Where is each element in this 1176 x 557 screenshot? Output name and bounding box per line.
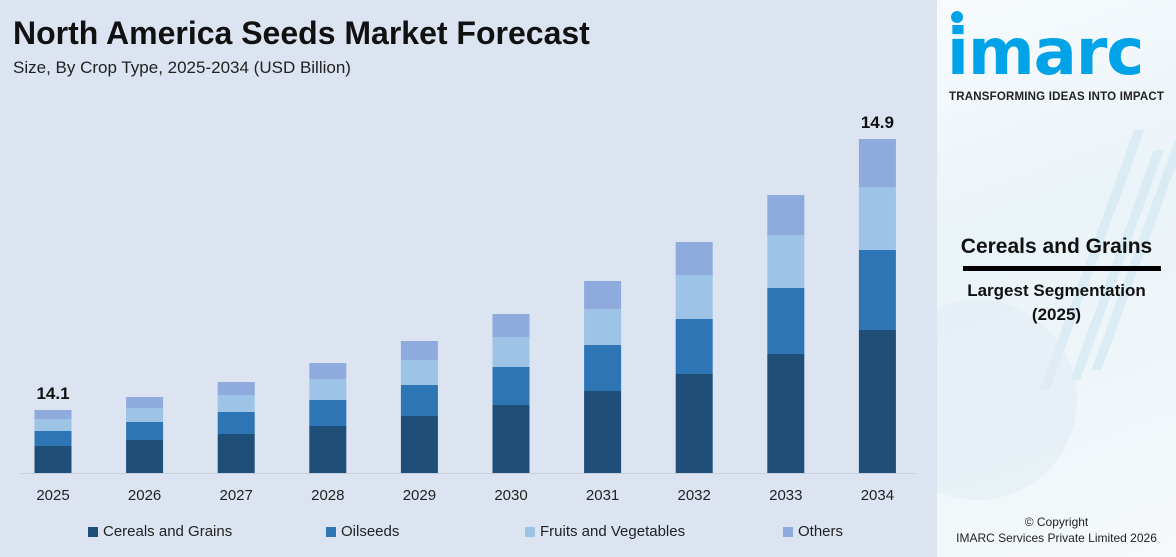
copyright-symbol: © Copyright <box>1024 515 1089 529</box>
bar-segment-others-2027 <box>217 382 255 395</box>
x-tick-label: 2031 <box>586 487 619 504</box>
bar-segment-fruits-and-vegetables-2032 <box>675 275 713 319</box>
bar-segment-others-2031 <box>584 281 622 309</box>
legend-swatch <box>783 526 793 537</box>
legend-label: Fruits and Vegetables <box>540 523 686 540</box>
legend-swatch <box>326 526 336 537</box>
bar-segment-others-2028 <box>309 363 347 379</box>
bar-segment-cereals-and-grains-2027 <box>217 434 255 473</box>
bar-segment-others-2033 <box>767 195 805 235</box>
bar-segment-others-2030 <box>492 314 530 337</box>
segment-year: (2025) <box>1031 305 1082 324</box>
chart-panel: North America Seeds Market Forecast Size… <box>13 15 915 540</box>
x-tick-label: 2026 <box>128 487 161 504</box>
bar-segment-fruits-and-vegetables-2028 <box>309 379 347 400</box>
bar-segment-fruits-and-vegetables-2030 <box>492 337 530 367</box>
bar-segment-others-2034 <box>858 139 896 187</box>
bar-segment-oilseeds-2026 <box>126 422 164 440</box>
bar-segment-cereals-and-grains-2034 <box>858 330 896 473</box>
bar-segment-oilseeds-2032 <box>675 319 713 374</box>
bar-segment-cereals-and-grains-2033 <box>767 354 805 473</box>
info-panel: imarc TRANSFORMING IDEAS INTO IMPACT Cer… <box>937 0 1176 557</box>
bar-segment-cereals-and-grains-2028 <box>309 426 347 473</box>
chart-title: North America Seeds Market Forecast <box>13 15 590 51</box>
legend-item: Fruits and Vegetables <box>525 523 783 540</box>
legend: Cereals and Grains Oilseeds Fruits and Veg… <box>88 523 903 540</box>
bar-segment-others-2026 <box>126 397 164 408</box>
chart-subtitle: Size, By Crop Type, 2025-2034 (USD Billi… <box>13 58 351 77</box>
bar-segment-oilseeds-2034 <box>858 250 896 330</box>
bar-segment-cereals-and-grains-2029 <box>400 416 438 473</box>
bar-segment-cereals-and-grains-2026 <box>126 440 164 473</box>
bar-segment-oilseeds-2025 <box>34 431 72 446</box>
bar-segment-oilseeds-2033 <box>767 288 805 354</box>
x-tick-label: 2028 <box>311 487 344 504</box>
divider <box>963 266 1161 271</box>
data-label-2034: 14.9 <box>861 113 894 132</box>
x-tick-label: 2034 <box>861 487 894 504</box>
bar-segment-oilseeds-2027 <box>217 412 255 434</box>
legend-label: Oilseeds <box>341 523 400 540</box>
x-tick-label: 2029 <box>403 487 436 504</box>
bar-segment-others-2029 <box>400 341 438 360</box>
logo-dot <box>951 11 963 23</box>
bar-segment-fruits-and-vegetables-2026 <box>126 408 164 422</box>
legend-swatch <box>525 526 535 537</box>
bar-segment-fruits-and-vegetables-2029 <box>400 360 438 385</box>
bar-segment-others-2032 <box>675 242 713 275</box>
copyright: © Copyright IMARC Services Private Limit… <box>937 514 1176 546</box>
x-tick-label: 2033 <box>769 487 802 504</box>
legend-swatch <box>88 526 98 537</box>
legend-item: Others <box>783 523 903 540</box>
largest-segment-name: Cereals and Grains <box>960 235 1153 258</box>
x-tick-label: 2030 <box>494 487 527 504</box>
bar-segment-fruits-and-vegetables-2027 <box>217 395 255 412</box>
stacked-bar-chart: 2025 14.1 2026 2027 2028 2029 2030 2031 2032 2033… <box>20 113 915 504</box>
bar-segment-cereals-and-grains-2031 <box>584 391 622 473</box>
logo-tagline: TRANSFORMING IDEAS INTO IMPACT <box>949 91 1165 103</box>
x-tick-label: 2032 <box>678 487 711 504</box>
bar-segment-oilseeds-2030 <box>492 367 530 405</box>
bar-segment-oilseeds-2028 <box>309 400 347 426</box>
x-tick-label: 2027 <box>220 487 253 504</box>
copyright-company: IMARC Services Private Limited 2026 <box>956 531 1157 545</box>
bar-segment-fruits-and-vegetables-2031 <box>584 309 622 345</box>
bar-segment-oilseeds-2031 <box>584 345 622 391</box>
segment-label-text: Largest Segmentation <box>967 281 1146 300</box>
bar-segment-cereals-and-grains-2030 <box>492 405 530 473</box>
legend-item: Oilseeds <box>326 523 525 540</box>
legend-label: Others <box>798 523 844 540</box>
bar-segment-fruits-and-vegetables-2034 <box>858 187 896 250</box>
bar-segment-oilseeds-2029 <box>400 385 438 416</box>
largest-segment-label: Largest Segmentation (2025) <box>937 279 1176 327</box>
bar-segment-others-2025 <box>34 410 72 419</box>
bar-segment-fruits-and-vegetables-2025 <box>34 419 72 431</box>
bar-segment-cereals-and-grains-2025 <box>34 446 72 473</box>
imarc-logo: imarc <box>947 16 1144 90</box>
bar-segment-fruits-and-vegetables-2033 <box>767 235 805 288</box>
bar-segment-cereals-and-grains-2032 <box>675 374 713 473</box>
legend-label: Cereals and Grains <box>103 523 233 540</box>
legend-item: Cereals and Grains <box>88 523 326 540</box>
x-tick-label: 2025 <box>36 487 69 504</box>
data-label-2025: 14.1 <box>36 384 69 403</box>
